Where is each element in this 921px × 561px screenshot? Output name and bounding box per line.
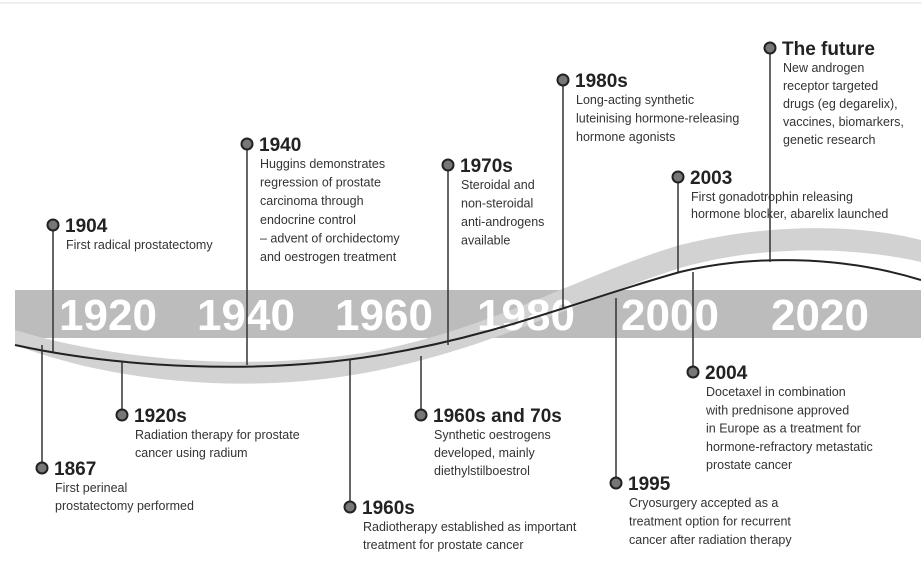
event-desc: carcinoma through (260, 194, 364, 208)
event-title: 2004 (705, 363, 748, 384)
decade-label: 2000 (621, 291, 719, 340)
event-title: 1980s (575, 71, 628, 92)
event-title: 1970s (460, 156, 513, 177)
event-desc: Synthetic oestrogens (434, 428, 551, 442)
event-desc: – advent of orchidectomy (260, 231, 400, 245)
event-title: 1960s and 70s (433, 406, 562, 427)
event-dot (240, 137, 254, 151)
decade-label: 1980 (477, 291, 575, 340)
event-desc: Radiation therapy for prostate (135, 428, 300, 442)
event-dot (115, 408, 129, 422)
decade-label: 2020 (771, 291, 869, 340)
event-desc: prostate cancer (706, 458, 792, 472)
event-desc: hormone-refractory metastatic (706, 440, 873, 454)
swoosh (15, 228, 921, 384)
event-desc: cancer using radium (135, 446, 248, 460)
event-dot (671, 170, 685, 184)
event-desc: genetic research (783, 133, 875, 147)
event-desc: with prednisone approved (705, 403, 849, 417)
event-desc: hormone agonists (576, 130, 675, 144)
event-title: 2003 (690, 168, 732, 189)
event-desc: Steroidal and (461, 178, 535, 192)
event-desc: hormone blocker, abarelix launched (691, 207, 888, 221)
event-title: 1995 (628, 474, 671, 495)
event-dot (35, 461, 49, 475)
event-dot (343, 500, 357, 514)
event-title: 1960s (362, 498, 415, 519)
event-desc: regression of prostate (260, 176, 381, 190)
event-desc: First perineal (55, 481, 127, 495)
event-dot (686, 365, 700, 379)
decade-label: 1960 (335, 291, 433, 340)
event-desc: vaccines, biomarkers, (783, 115, 904, 129)
event-title: 1904 (65, 216, 108, 237)
event-desc: cancer after radiation therapy (629, 533, 792, 547)
event-desc: available (461, 234, 510, 248)
event-title: The future (782, 39, 875, 60)
event-desc: endocrine control (260, 213, 356, 227)
event-desc: First gonadotrophin releasing (691, 190, 853, 204)
event-desc: Radiotherapy established as important (363, 520, 577, 534)
event-desc: developed, mainly (434, 446, 536, 460)
event-desc: First radical prostatectomy (66, 238, 213, 252)
event-dot (556, 73, 570, 87)
decade-label: 1940 (197, 291, 295, 340)
event-title: 1867 (54, 459, 96, 480)
event-desc: and oestrogen treatment (260, 250, 397, 264)
event-dot (441, 158, 455, 172)
event-dot (46, 218, 60, 232)
event-desc: treatment for prostate cancer (363, 538, 524, 552)
event-desc: prostatectomy performed (55, 499, 194, 513)
event-dot (609, 476, 623, 490)
event-desc: treatment option for recurrent (629, 515, 791, 529)
event-desc: receptor targeted (783, 79, 878, 93)
event-desc: Cryosurgery accepted as a (629, 496, 778, 510)
event-desc: in Europe as a treatment for (706, 422, 861, 436)
event-desc: diethylstilboestrol (434, 464, 530, 478)
event-title: 1940 (259, 135, 301, 156)
event-desc: Docetaxel in combination (706, 385, 846, 399)
event-desc: Long-acting synthetic (576, 93, 694, 107)
event-desc: New androgen (783, 61, 864, 75)
event-title: 1920s (134, 406, 187, 427)
event-desc: luteinising hormone-releasing (576, 112, 739, 126)
event-desc: drugs (eg degarelix), (783, 97, 898, 111)
decade-label: 1920 (59, 291, 157, 340)
event-dot (414, 408, 428, 422)
timeline-curve (14, 259, 921, 368)
event-dot (763, 41, 777, 55)
event-desc: Huggins demonstrates (260, 157, 385, 171)
event-desc: anti-androgens (461, 215, 544, 229)
event-desc: non-steroidal (461, 197, 533, 211)
